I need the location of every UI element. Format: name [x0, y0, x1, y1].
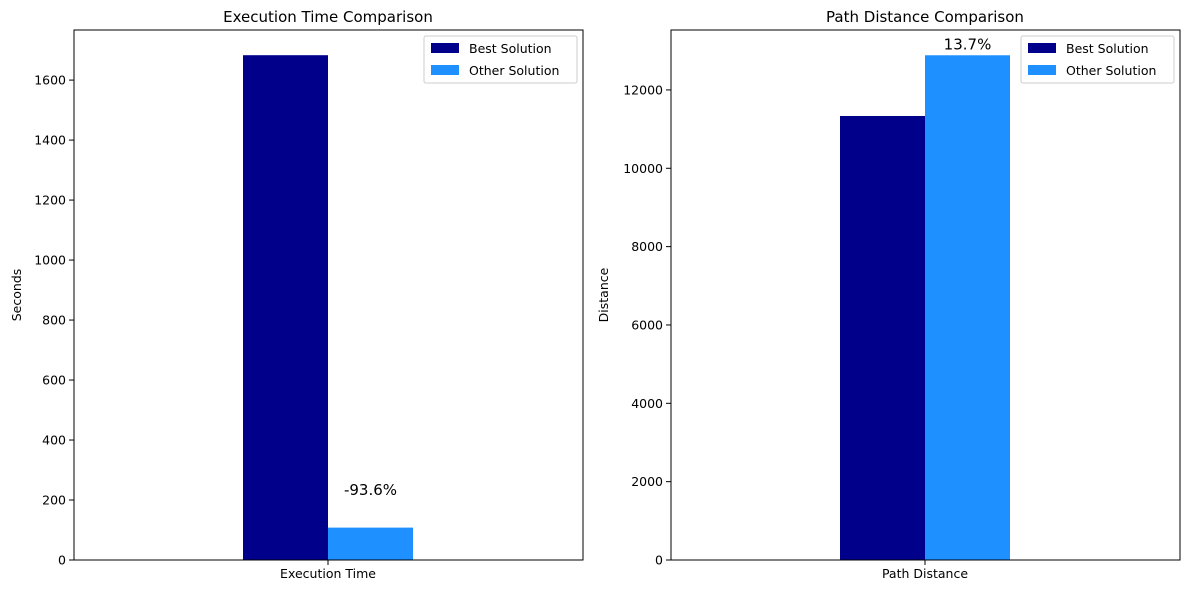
chart-title: Path Distance Comparison — [826, 8, 1024, 26]
y-tick-label: 1600 — [34, 73, 66, 88]
legend-label-best: Best Solution — [1066, 41, 1149, 56]
legend-label-other: Other Solution — [1066, 63, 1156, 78]
bars — [243, 55, 413, 560]
y-tick-label: 12000 — [623, 82, 663, 97]
y-tick-label: 1400 — [34, 133, 66, 148]
legend: Best Solution Other Solution — [423, 35, 578, 84]
y-axis-label: Distance — [596, 267, 611, 322]
legend-swatch-other — [1028, 65, 1056, 75]
chart-title: Execution Time Comparison — [223, 8, 433, 26]
y-tick-label: 200 — [42, 493, 66, 508]
legend-swatch-other — [431, 65, 459, 75]
y-tick-label: 4000 — [631, 396, 663, 411]
y-tick-label: 0 — [58, 553, 66, 568]
execution-time-panel: Execution Time Comparison Seconds Execut… — [9, 8, 584, 581]
y-tick-label: 800 — [42, 313, 66, 328]
legend-box — [423, 35, 578, 84]
y-tick-label: 400 — [42, 433, 66, 448]
y-ticks: 0 200 400 600 800 1000 1200 1400 1600 — [34, 73, 74, 568]
y-tick-label: 1200 — [34, 193, 66, 208]
y-tick-label: 8000 — [631, 239, 663, 254]
y-tick-label: 1000 — [34, 253, 66, 268]
legend-swatch-best — [431, 43, 459, 53]
y-tick-label: 2000 — [631, 474, 663, 489]
legend-label-other: Other Solution — [469, 63, 559, 78]
legend-swatch-best — [1028, 43, 1056, 53]
y-tick-label: 0 — [655, 553, 663, 568]
y-tick-label: 10000 — [623, 161, 663, 176]
percent-annotation: 13.7% — [944, 35, 992, 53]
bar-best — [243, 55, 328, 560]
legend-label-best: Best Solution — [469, 41, 552, 56]
legend: Best Solution Other Solution — [1020, 35, 1175, 84]
x-tick-label: Execution Time — [280, 566, 376, 581]
y-axis-label: Seconds — [9, 269, 24, 322]
bar-other — [328, 527, 413, 560]
x-tick-label: Path Distance — [882, 566, 968, 581]
y-tick-label: 6000 — [631, 317, 663, 332]
bar-other — [925, 55, 1010, 560]
percent-annotation: -93.6% — [344, 481, 397, 499]
y-ticks: 0 2000 4000 6000 8000 10000 12000 — [623, 82, 671, 568]
legend-box — [1020, 35, 1175, 84]
plot-frame — [73, 29, 584, 561]
path-distance-panel: Path Distance Comparison Distance Path D… — [596, 8, 1181, 581]
y-tick-label: 600 — [42, 373, 66, 388]
bars — [840, 55, 1010, 560]
bar-best — [840, 115, 925, 560]
